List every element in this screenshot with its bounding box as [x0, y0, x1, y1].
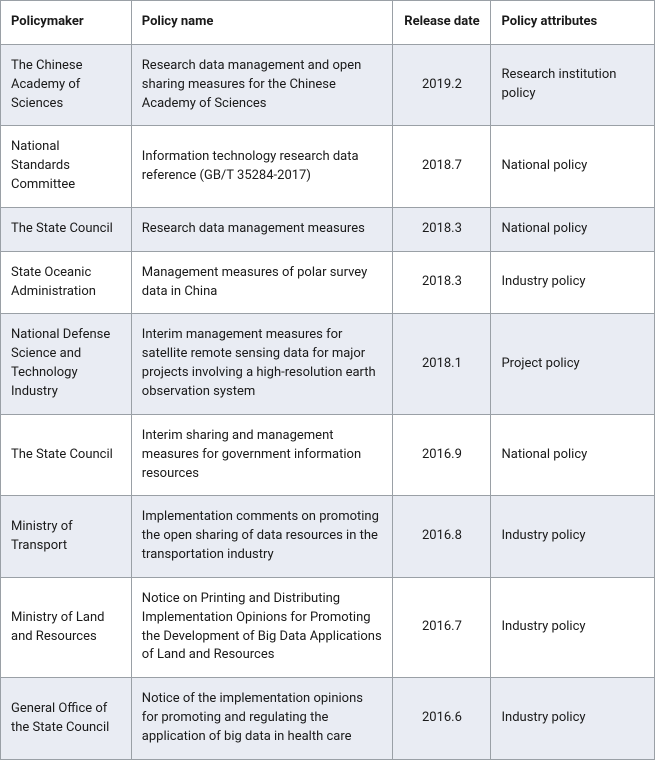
cell-attributes: Research institution policy	[491, 44, 655, 126]
cell-policy-name: Management measures of polar survey data…	[131, 251, 393, 314]
cell-release-date: 2016.7	[393, 577, 491, 677]
col-header-attributes: Policy attributes	[491, 1, 655, 45]
cell-policymaker: Ministry of Transport	[1, 496, 132, 578]
cell-attributes: Industry policy	[491, 496, 655, 578]
table-row: General Office of the State CouncilNotic…	[1, 678, 655, 760]
cell-policymaker: Ministry of Land and Resources	[1, 577, 132, 677]
cell-policy-name: Implementation comments on promoting the…	[131, 496, 393, 578]
cell-attributes: Industry policy	[491, 678, 655, 760]
policy-table: Policymaker Policy name Release date Pol…	[0, 0, 655, 760]
cell-release-date: 2019.2	[393, 44, 491, 126]
cell-policy-name: Information technology research data ref…	[131, 126, 393, 208]
table-row: The Chinese Academy of SciencesResearch …	[1, 44, 655, 126]
table-row: The State CouncilInterim sharing and man…	[1, 414, 655, 496]
cell-policy-name: Research data management and open sharin…	[131, 44, 393, 126]
table-row: National Standards CommitteeInformation …	[1, 126, 655, 208]
cell-policymaker: The State Council	[1, 414, 132, 496]
table-row: National Defense Science and Technology …	[1, 314, 655, 414]
cell-attributes: Industry policy	[491, 577, 655, 677]
cell-attributes: Project policy	[491, 314, 655, 414]
cell-release-date: 2018.7	[393, 126, 491, 208]
cell-attributes: National policy	[491, 207, 655, 251]
cell-policy-name: Interim management measures for satellit…	[131, 314, 393, 414]
table-row: Ministry of TransportImplementation comm…	[1, 496, 655, 578]
table-row: State Oceanic AdministrationManagement m…	[1, 251, 655, 314]
cell-policymaker: General Office of the State Council	[1, 678, 132, 760]
cell-release-date: 2016.9	[393, 414, 491, 496]
cell-policymaker: The Chinese Academy of Sciences	[1, 44, 132, 126]
cell-release-date: 2018.3	[393, 251, 491, 314]
table-row: The State CouncilResearch data managemen…	[1, 207, 655, 251]
cell-policy-name: Interim sharing and management measures …	[131, 414, 393, 496]
cell-policy-name: Notice of the implementation opinions fo…	[131, 678, 393, 760]
col-header-policy-name: Policy name	[131, 1, 393, 45]
cell-attributes: National policy	[491, 414, 655, 496]
cell-release-date: 2018.1	[393, 314, 491, 414]
col-header-release-date: Release date	[393, 1, 491, 45]
cell-attributes: Industry policy	[491, 251, 655, 314]
cell-policy-name: Research data management measures	[131, 207, 393, 251]
cell-attributes: National policy	[491, 126, 655, 208]
table-body: The Chinese Academy of SciencesResearch …	[1, 44, 655, 759]
cell-policymaker: National Standards Committee	[1, 126, 132, 208]
cell-release-date: 2016.8	[393, 496, 491, 578]
col-header-policymaker: Policymaker	[1, 1, 132, 45]
cell-release-date: 2018.3	[393, 207, 491, 251]
table-row: Ministry of Land and ResourcesNotice on …	[1, 577, 655, 677]
cell-policymaker: The State Council	[1, 207, 132, 251]
cell-policy-name: Notice on Printing and Distributing Impl…	[131, 577, 393, 677]
cell-policymaker: National Defense Science and Technology …	[1, 314, 132, 414]
header-row: Policymaker Policy name Release date Pol…	[1, 1, 655, 45]
cell-policymaker: State Oceanic Administration	[1, 251, 132, 314]
cell-release-date: 2016.6	[393, 678, 491, 760]
